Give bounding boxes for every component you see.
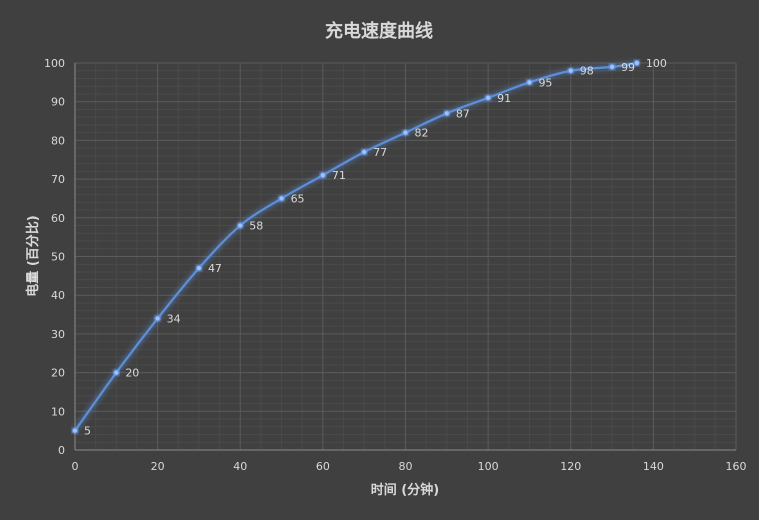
data-label: 5 [84, 425, 91, 438]
data-point [526, 79, 533, 86]
data-label: 82 [415, 127, 429, 140]
y-tick-label: 0 [58, 444, 65, 457]
y-tick-label: 80 [51, 134, 65, 147]
data-label: 47 [208, 262, 222, 275]
x-tick-label: 160 [726, 460, 747, 473]
data-point [71, 427, 79, 434]
chart-title: 充电速度曲线 [325, 20, 433, 42]
axes: 0 20 40 60 80 100 120 140 160 0 10 20 30 40 50 60 70 80 90… [44, 57, 747, 473]
data-point [402, 129, 409, 136]
y-tick-label: 20 [51, 367, 65, 380]
data-point [195, 265, 203, 272]
data-label: 65 [291, 192, 305, 205]
data-label: 58 [249, 220, 263, 233]
data-label: 95 [538, 76, 552, 89]
y-tick-label: 30 [51, 328, 65, 341]
y-tick-label: 90 [51, 96, 65, 109]
data-label: 71 [332, 169, 346, 182]
data-point [278, 195, 285, 202]
x-tick-label: 40 [233, 460, 247, 473]
data-label: 20 [125, 367, 139, 380]
data-point [237, 222, 244, 229]
y-tick-label: 70 [51, 173, 65, 186]
data-point [485, 94, 492, 101]
y-tick-label: 10 [51, 405, 65, 418]
x-tick-label: 0 [72, 460, 79, 473]
data-point [319, 172, 326, 179]
y-tick-label: 40 [51, 289, 65, 302]
y-axis-title: 电量 (百分比) [25, 215, 41, 296]
data-point [113, 369, 120, 376]
y-tick-label: 100 [44, 57, 65, 70]
x-tick-label: 60 [316, 460, 330, 473]
series-line [74, 61, 638, 432]
x-tick-label: 100 [478, 460, 499, 473]
x-tick-label: 20 [151, 460, 165, 473]
data-label: 34 [167, 312, 181, 325]
x-tick-label: 120 [560, 460, 581, 473]
x-tick-label: 80 [399, 460, 413, 473]
x-tick-label: 140 [643, 460, 664, 473]
y-tick-label: 60 [51, 212, 65, 225]
data-point [443, 110, 450, 117]
data-label: 99 [621, 61, 635, 74]
y-tick-label: 50 [51, 251, 65, 264]
data-point [567, 67, 574, 74]
data-point [633, 59, 640, 67]
grid [74, 62, 737, 451]
data-point [361, 148, 368, 156]
data-label: 91 [497, 92, 511, 105]
data-labels: 5 20 34 47 58 65 71 77 82 87 91 95 98 99 100 [84, 57, 667, 438]
data-label: 100 [646, 57, 667, 70]
data-label: 98 [580, 65, 594, 78]
data-point [608, 63, 616, 70]
x-axis-title: 时间 (分钟) [371, 482, 439, 498]
data-label: 87 [456, 107, 470, 120]
data-point [154, 315, 161, 322]
data-label: 77 [373, 146, 387, 159]
series-layer [71, 59, 640, 434]
